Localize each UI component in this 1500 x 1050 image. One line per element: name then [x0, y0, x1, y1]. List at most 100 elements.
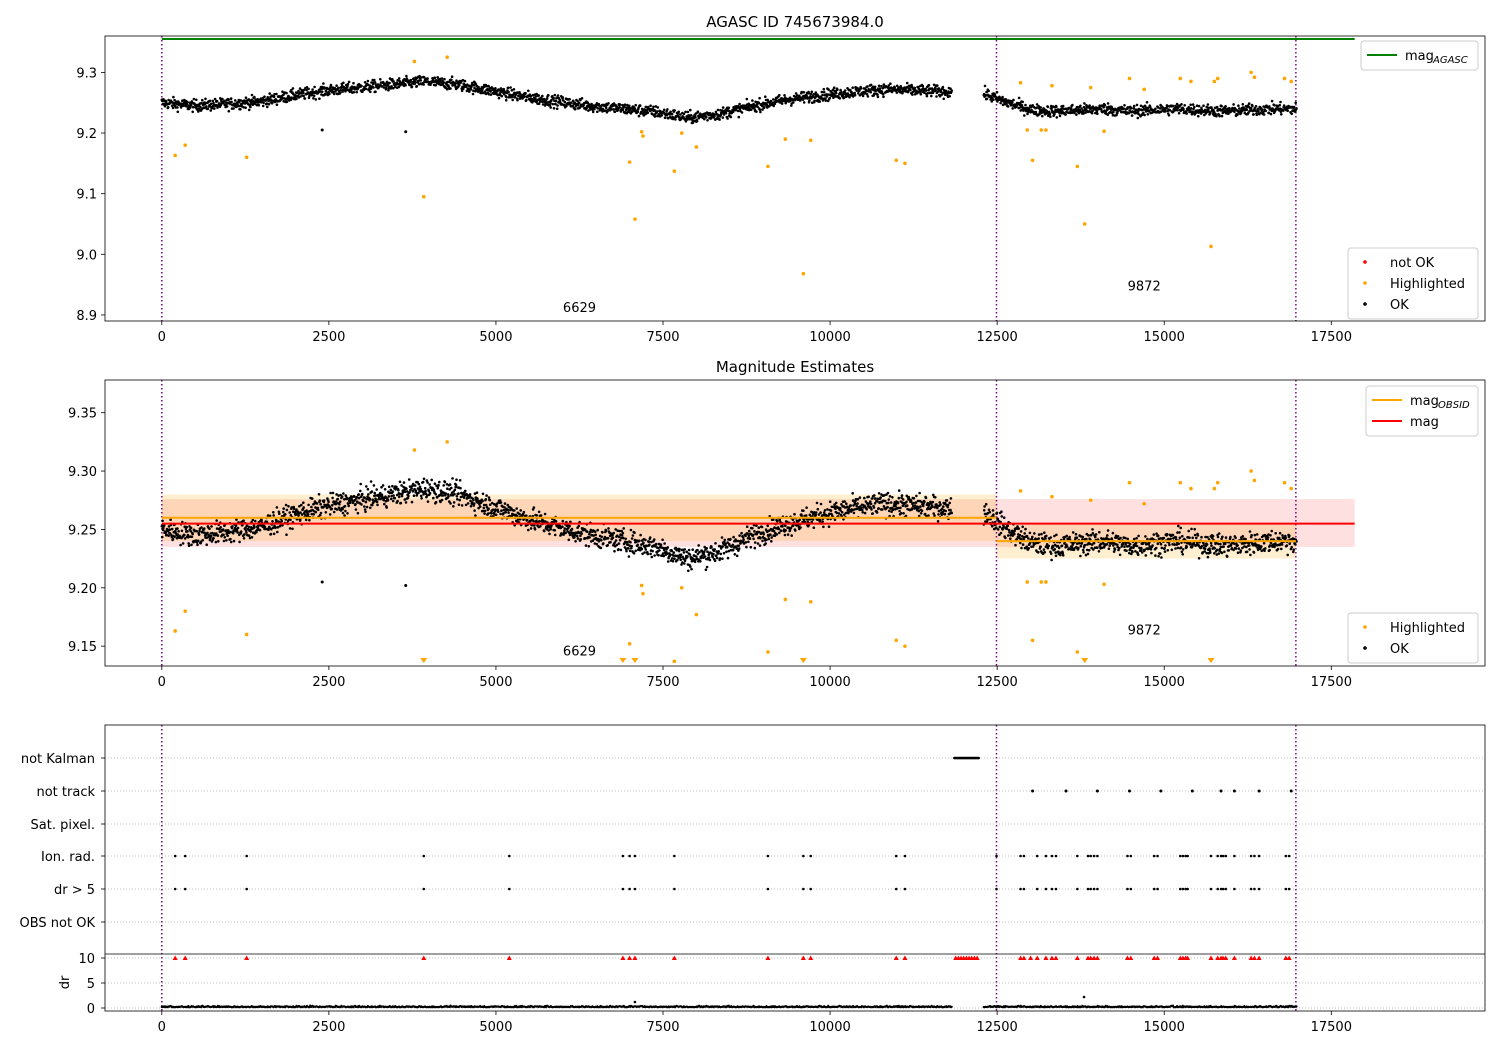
p1-ok-point [666, 108, 669, 111]
p1-ok-point [237, 100, 241, 104]
p2-ok-point [703, 550, 706, 554]
p2-ok-point [404, 501, 408, 504]
p1-highlighted-point [1178, 76, 1183, 81]
p1-ok-point [904, 88, 907, 91]
p1-ok-point [472, 83, 476, 87]
p2-ok-point [941, 512, 944, 516]
p2-ok-point [843, 513, 846, 516]
p1-ok-point [1071, 103, 1074, 107]
p1-ok-point [1143, 113, 1146, 117]
p2-ok-point [666, 552, 669, 555]
p2-ok-point [535, 514, 538, 517]
p2-ok-point [856, 498, 860, 501]
p2-ok-point [946, 503, 950, 507]
p1-ok-point [877, 84, 881, 88]
p1-ok-point [633, 107, 637, 110]
p1-ok-point [273, 100, 277, 104]
p2-ok-point [544, 520, 547, 523]
p1-ok-point [1083, 102, 1086, 105]
p1-ok-point [1282, 104, 1286, 107]
p1-ok-point [1292, 105, 1296, 109]
p2-ok-point [1025, 545, 1028, 548]
p2-ok-point [723, 540, 726, 544]
p1-highlighted-point [173, 153, 177, 158]
p1-ok-point [219, 104, 222, 107]
p2-ok-point [399, 501, 403, 505]
p1-ok-point [656, 106, 660, 109]
p1-ok-point [450, 78, 453, 82]
p1-ok-point [1079, 104, 1082, 108]
p1-ok-point [621, 108, 625, 112]
p2-ok-point [714, 542, 717, 545]
p1-ok-point [568, 97, 571, 101]
p2-ok-point [354, 503, 357, 506]
p2-ok-point [613, 549, 616, 553]
p1-ok-point [935, 95, 938, 98]
p1-ok-point [696, 110, 700, 113]
p2-ok-point [297, 514, 300, 517]
p2-ok-point [349, 501, 352, 505]
p2-ok-point [912, 497, 916, 500]
p2-ok-point [698, 550, 701, 554]
p2-ok-point [916, 499, 920, 503]
p2-ok-point [685, 550, 688, 554]
p2-ok-point [432, 496, 435, 500]
p2-ok-point [334, 502, 338, 506]
p1-ok-point [215, 99, 219, 103]
p1-ok-point [324, 89, 328, 93]
p2-ok-point [527, 528, 530, 532]
p1-ok-point [714, 110, 718, 114]
p2-ok-point [1049, 536, 1053, 539]
p2-ok-point [374, 494, 378, 497]
p2-ok-point [405, 487, 408, 491]
p2-ok-point [702, 553, 706, 556]
p2-ok-point [176, 533, 180, 536]
p1-ok-point [525, 98, 528, 102]
p2-ok-point [627, 555, 631, 558]
p1-highlighted-point [1252, 75, 1257, 80]
p1-ok-point [291, 87, 295, 90]
p1-ok-point [1055, 105, 1058, 109]
p1-ok-point [824, 97, 827, 100]
p2-ok-point [843, 500, 846, 503]
p2-ok-point [1018, 533, 1022, 537]
p1-ok-point [727, 106, 731, 110]
p2-ok-point [515, 507, 518, 510]
p2-ok-point [222, 533, 225, 537]
p2-ok-point [161, 519, 164, 523]
p1-ok-point [940, 90, 943, 94]
p2-ok-point [414, 489, 418, 493]
p2-ok-point [411, 490, 415, 493]
p2-ok-point [724, 542, 727, 546]
p1-highlighted-point [183, 143, 187, 147]
p2-ok-point [329, 491, 332, 495]
p1-ok-point [558, 99, 562, 102]
p1-ok-point [405, 77, 409, 80]
p1-ok-point [553, 93, 557, 97]
p1-ok-point [1220, 114, 1224, 118]
p2-ok-point [798, 518, 801, 522]
p2-ok-point [490, 501, 494, 505]
p2-ok-point [883, 494, 886, 497]
p2-ok-point [380, 486, 383, 489]
p2-ok-point [479, 501, 483, 505]
p2-ok-point [291, 527, 294, 531]
p2-ok-point [245, 524, 249, 528]
p1-ok-point [1205, 105, 1208, 109]
p2-ok-point [734, 539, 738, 543]
p2-ok-point [365, 505, 369, 509]
p2-ok-point [427, 489, 431, 493]
p1-ok-point [527, 89, 530, 93]
p2-ok-point [753, 546, 757, 550]
p1-ok-point [373, 78, 376, 82]
p2-ok-point [662, 546, 665, 550]
p2-ok-point [646, 552, 650, 556]
p2-ok-point [863, 496, 866, 500]
p2-ok-point [263, 525, 267, 529]
p2-ok-point [630, 546, 633, 550]
p2-ok-point [995, 511, 999, 515]
p1-ok-point [618, 103, 622, 106]
p1-ok-point [1132, 104, 1136, 108]
p2-ok-point [1000, 515, 1004, 518]
p2-ok-point [357, 496, 361, 500]
